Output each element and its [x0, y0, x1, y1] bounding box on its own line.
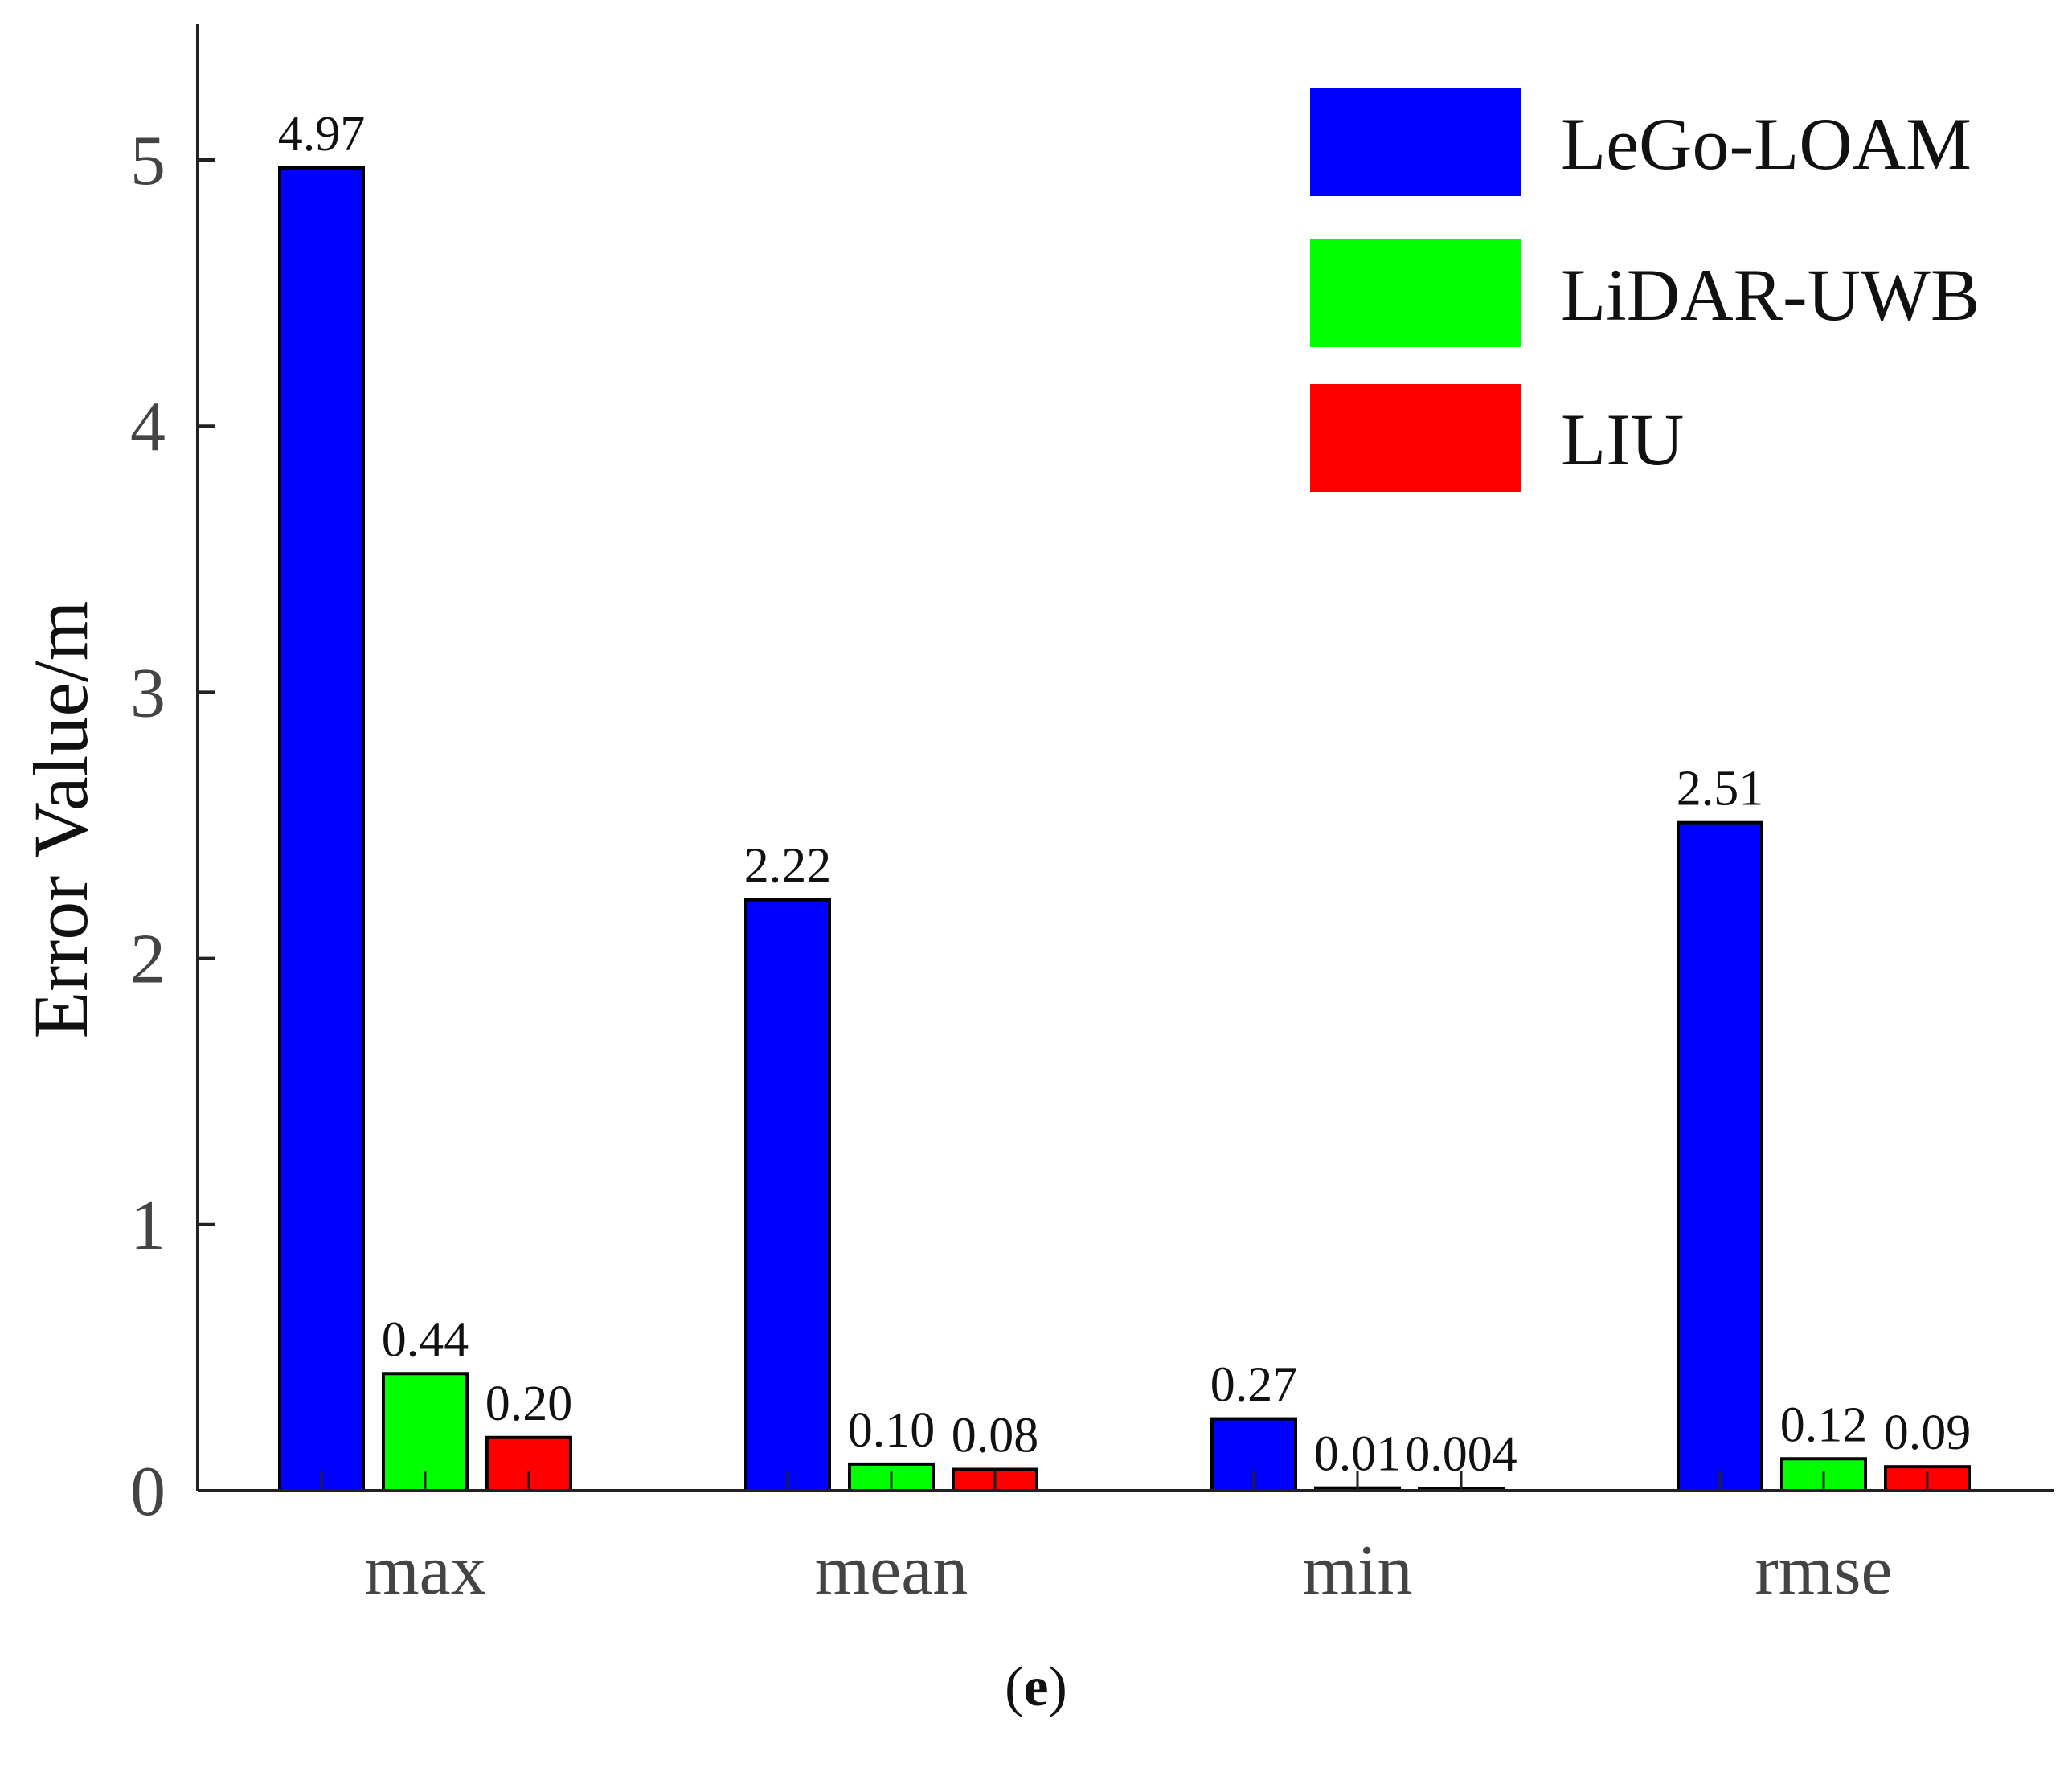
x-category-label: max — [364, 1532, 486, 1610]
y-tick-label: 1 — [130, 1187, 166, 1265]
data-label: 0.08 — [952, 1409, 1039, 1463]
data-label: 0.01 — [1314, 1427, 1402, 1482]
legend-label: LIU — [1561, 399, 1684, 481]
y-tick-label: 4 — [130, 388, 166, 466]
x-category-label: mean — [815, 1532, 968, 1610]
caption-letter: e — [1023, 1656, 1049, 1718]
y-axis-title: Error Value/m — [18, 601, 104, 1039]
y-tick-label: 2 — [130, 921, 166, 999]
x-categories-layer: max mean min rmse — [364, 1532, 1892, 1610]
y-tick-label: 3 — [130, 654, 166, 732]
data-label: 2.22 — [744, 839, 832, 894]
x-category-label: min — [1303, 1532, 1413, 1610]
bar-lego-loam-max — [278, 166, 365, 1492]
legend-swatch-lego-loam — [1310, 88, 1521, 196]
data-label: 0.10 — [848, 1403, 936, 1458]
legend-label: LeGo-LOAM — [1561, 103, 1972, 185]
caption-close: ) — [1048, 1656, 1067, 1718]
legend-swatch-lidar-uwb — [1310, 239, 1521, 347]
bar-lego-loam-rmse — [1677, 820, 1763, 1492]
data-label: 0.09 — [1884, 1406, 1972, 1460]
legend-swatch-liu — [1310, 384, 1521, 492]
x-category-label: rmse — [1755, 1532, 1892, 1610]
data-label: 4.97 — [278, 107, 366, 162]
data-label: 0.004 — [1405, 1427, 1517, 1482]
caption-open: ( — [1005, 1656, 1024, 1718]
data-labels-layer: 4.97 0.44 0.20 2.22 0.10 0.08 0.27 0.01 0.004 2.5… — [278, 107, 1972, 1482]
data-label: 0.20 — [485, 1377, 573, 1431]
y-tick-label: 5 — [130, 122, 166, 200]
data-label: 2.51 — [1677, 762, 1764, 816]
bars-layer — [278, 166, 1971, 1493]
figure-caption: (e) — [0, 1655, 2072, 1720]
axes-layer — [196, 24, 2054, 1492]
y-ticks-layer: 0 1 2 3 4 5 — [130, 122, 215, 1531]
bar-lego-loam-mean — [744, 898, 831, 1492]
data-label: 0.12 — [1780, 1397, 1868, 1452]
y-tick-label: 0 — [130, 1453, 166, 1531]
data-label: 0.27 — [1210, 1358, 1298, 1413]
data-label: 0.44 — [382, 1312, 469, 1367]
legend: LeGo-LOAM LiDAR-UWB LIU — [1310, 88, 1980, 492]
legend-label: LiDAR-UWB — [1561, 254, 1980, 336]
